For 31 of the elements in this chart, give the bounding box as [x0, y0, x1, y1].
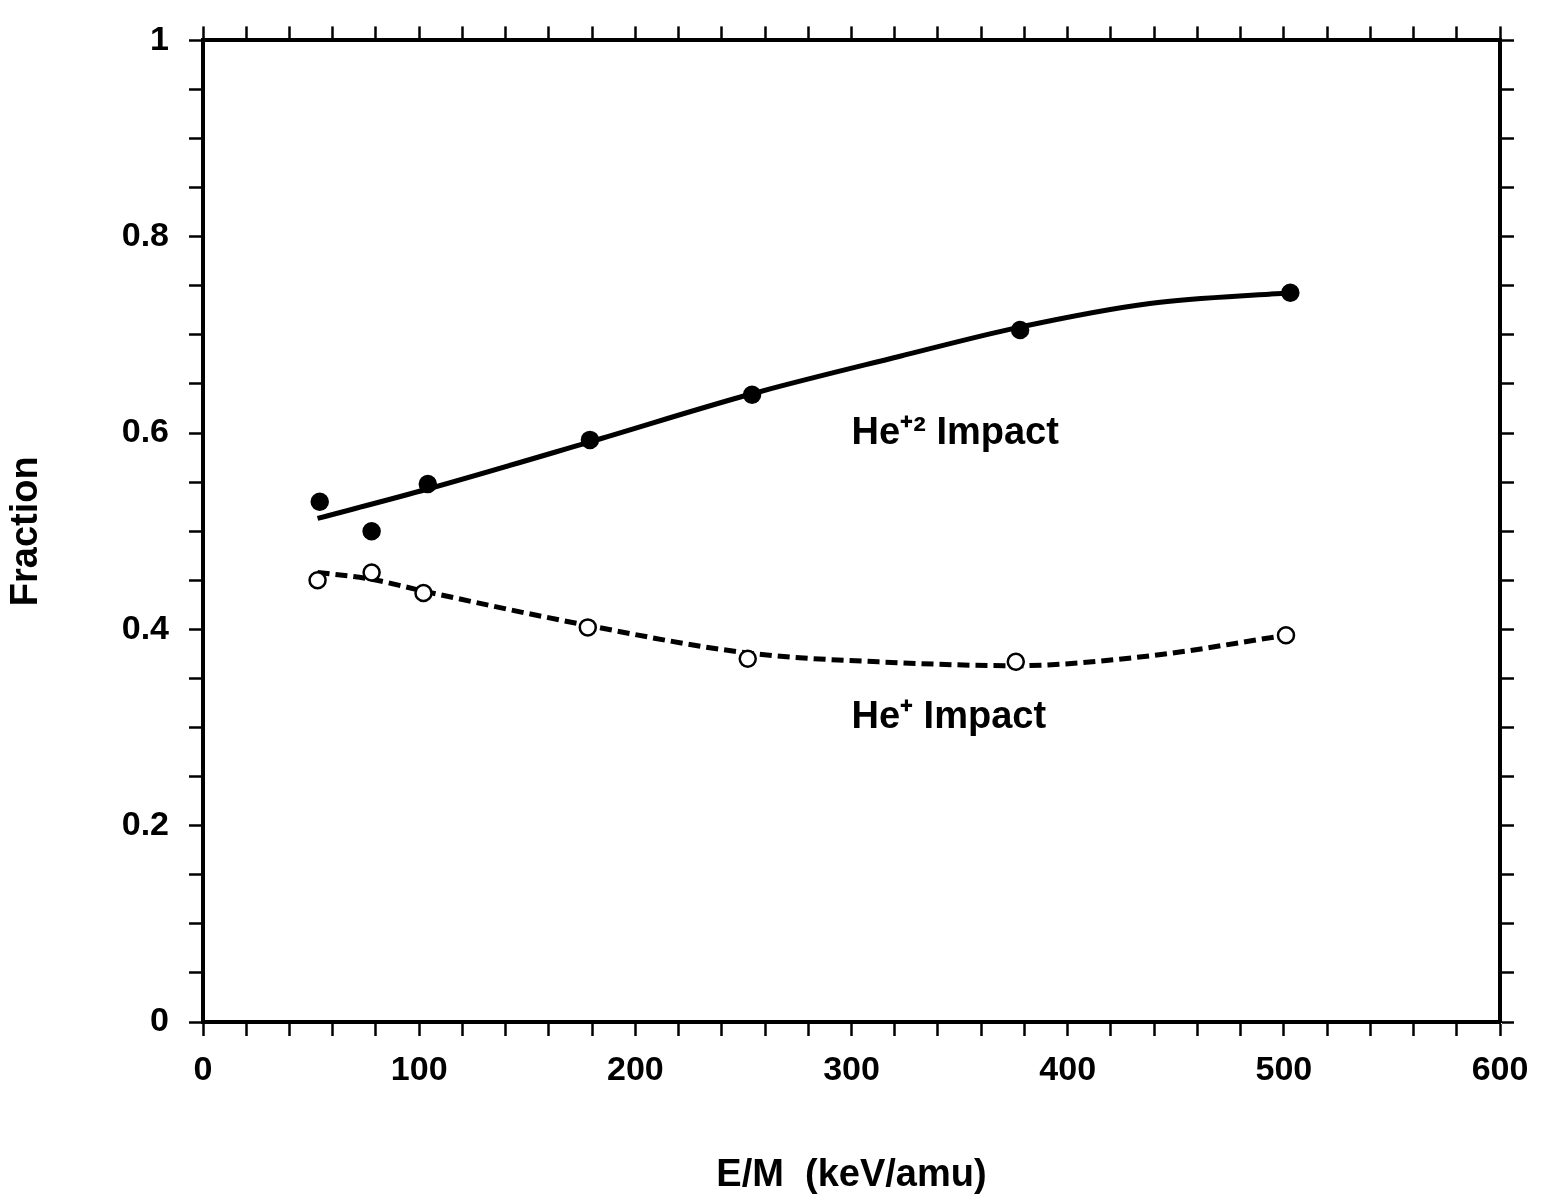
annotation: He⁺ Impact [851, 694, 1047, 737]
y-tick-label: 0.8 [121, 215, 169, 254]
point [414, 583, 433, 603]
y-tick-label: 0.2 [121, 804, 169, 843]
y-tick-label: 0 [150, 1000, 169, 1039]
y-tick-label: 0.6 [121, 411, 169, 450]
point [580, 430, 600, 450]
y-tick-label: 0.4 [121, 607, 170, 646]
point [738, 649, 757, 669]
x-tick-label: 0 [193, 1048, 213, 1087]
x-tick-label: 200 [606, 1048, 664, 1087]
x-tick-label: 100 [390, 1048, 448, 1087]
point [1010, 320, 1030, 340]
point [1281, 283, 1300, 302]
point [362, 563, 381, 582]
x-axis-title: E/M (keV/amu) [716, 1151, 987, 1194]
y-axis-title: Fraction [3, 456, 46, 607]
point [1276, 626, 1296, 645]
x-tick-label: 400 [1039, 1048, 1097, 1087]
y-tick-label: 1 [150, 18, 169, 57]
x-tick-label: 300 [823, 1048, 880, 1087]
point [362, 521, 381, 541]
x-tick-label: 600 [1471, 1048, 1529, 1087]
x-tick-label: 500 [1255, 1048, 1313, 1087]
point [310, 492, 329, 511]
point [308, 571, 327, 590]
point [418, 474, 438, 494]
point [742, 385, 762, 405]
point [578, 618, 598, 637]
point [1006, 652, 1026, 671]
annotation: He⁺² Impact [851, 409, 1060, 452]
